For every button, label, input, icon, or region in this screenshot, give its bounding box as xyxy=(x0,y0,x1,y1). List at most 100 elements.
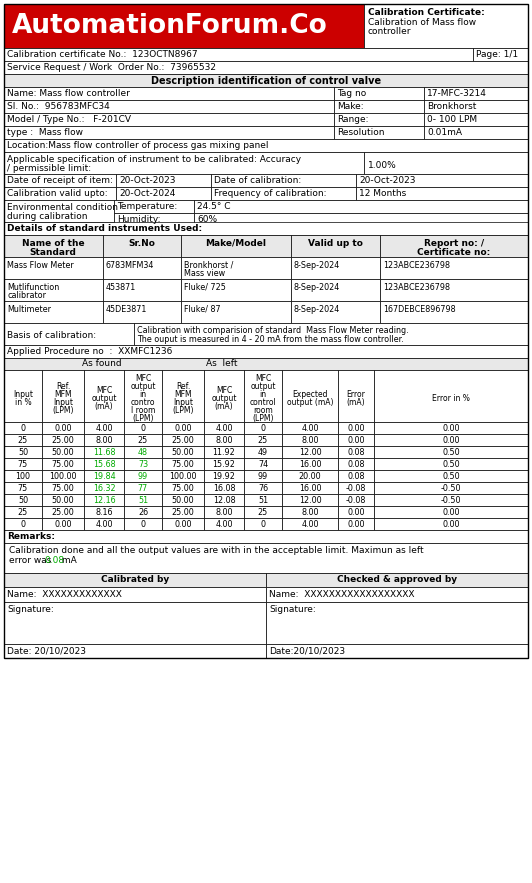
Bar xyxy=(374,370,528,422)
Text: 17-MFC-3214: 17-MFC-3214 xyxy=(427,89,487,98)
Text: 16.32: 16.32 xyxy=(93,484,115,493)
Bar xyxy=(181,257,291,279)
Text: 20-Oct-2023: 20-Oct-2023 xyxy=(119,176,176,185)
Text: 0.00: 0.00 xyxy=(174,520,192,529)
Bar xyxy=(4,187,116,200)
Bar xyxy=(124,422,162,434)
Text: Mass view: Mass view xyxy=(184,269,225,278)
Text: 75: 75 xyxy=(18,484,28,493)
Text: 25: 25 xyxy=(18,436,28,445)
Bar xyxy=(4,139,528,152)
Text: Applied Procedure no  :  XXMFC1236: Applied Procedure no : XXMFC1236 xyxy=(7,347,172,356)
Text: 75.00: 75.00 xyxy=(52,460,74,469)
Bar xyxy=(204,494,244,506)
Bar xyxy=(204,506,244,518)
Text: 0: 0 xyxy=(261,520,265,529)
Bar xyxy=(114,213,194,226)
Bar xyxy=(103,279,181,301)
Bar xyxy=(84,518,124,530)
Bar xyxy=(338,506,374,518)
Text: Fluke/ 87: Fluke/ 87 xyxy=(184,305,221,314)
Bar xyxy=(211,174,356,187)
Text: 12.00: 12.00 xyxy=(298,448,321,457)
Bar xyxy=(334,113,424,126)
Text: Signature:: Signature: xyxy=(269,605,316,614)
Text: 12.08: 12.08 xyxy=(213,496,235,505)
Bar xyxy=(338,422,374,434)
Bar xyxy=(338,494,374,506)
Text: Fluke/ 725: Fluke/ 725 xyxy=(184,283,226,292)
Text: 75.00: 75.00 xyxy=(172,484,194,493)
Text: 0.08: 0.08 xyxy=(347,448,365,457)
Text: 26: 26 xyxy=(138,508,148,517)
Text: Applicable specification of instrument to be calibrated: Accuracy: Applicable specification of instrument t… xyxy=(7,155,301,164)
Text: 48: 48 xyxy=(138,448,148,457)
Bar xyxy=(266,587,528,602)
Text: in: in xyxy=(260,390,267,399)
Text: 77: 77 xyxy=(138,484,148,493)
Bar xyxy=(356,174,528,187)
Text: 1.00%: 1.00% xyxy=(368,161,397,170)
Text: calibrator: calibrator xyxy=(7,291,46,300)
Bar xyxy=(103,257,181,279)
Text: Calibration Certificate:: Calibration Certificate: xyxy=(368,8,485,17)
Bar xyxy=(244,446,282,458)
Text: Name: Mass flow controller: Name: Mass flow controller xyxy=(7,89,130,98)
Text: 0.00: 0.00 xyxy=(442,520,460,529)
Bar xyxy=(334,100,424,113)
Text: 12.16: 12.16 xyxy=(93,496,115,505)
Text: 20-Oct-2023: 20-Oct-2023 xyxy=(359,176,415,185)
Bar xyxy=(282,458,338,470)
Text: 100.00: 100.00 xyxy=(169,472,197,481)
Bar xyxy=(84,434,124,446)
Bar xyxy=(424,100,528,113)
Bar xyxy=(204,434,244,446)
Bar xyxy=(42,494,84,506)
Bar xyxy=(42,370,84,422)
Text: 0.50: 0.50 xyxy=(442,448,460,457)
Text: -0.50: -0.50 xyxy=(440,484,461,493)
Text: 50.00: 50.00 xyxy=(172,496,194,505)
Bar xyxy=(338,434,374,446)
Bar xyxy=(4,602,266,644)
Bar xyxy=(84,506,124,518)
Text: mA: mA xyxy=(59,556,77,565)
Bar xyxy=(374,446,528,458)
Bar xyxy=(4,257,103,279)
Bar xyxy=(42,446,84,458)
Text: Input: Input xyxy=(13,390,33,399)
Bar xyxy=(116,187,211,200)
Bar xyxy=(338,446,374,458)
Text: 20.00: 20.00 xyxy=(298,472,321,481)
Bar xyxy=(124,446,162,458)
Text: 74: 74 xyxy=(258,460,268,469)
Text: 12 Months: 12 Months xyxy=(359,189,406,198)
Text: 50.00: 50.00 xyxy=(52,448,74,457)
Bar xyxy=(162,506,204,518)
Text: 25: 25 xyxy=(258,508,268,517)
Text: MFM: MFM xyxy=(174,390,192,399)
Bar xyxy=(282,494,338,506)
Bar xyxy=(4,482,42,494)
Bar xyxy=(4,470,42,482)
Text: 25.00: 25.00 xyxy=(172,508,194,517)
Text: 11.68: 11.68 xyxy=(93,448,115,457)
Text: 25: 25 xyxy=(138,436,148,445)
Text: l room: l room xyxy=(131,406,155,415)
Text: 4.00: 4.00 xyxy=(95,424,113,433)
Bar xyxy=(266,644,528,658)
Text: Basis of calibration:: Basis of calibration: xyxy=(7,331,96,340)
Text: Name of the: Name of the xyxy=(22,239,84,248)
Bar xyxy=(124,470,162,482)
Bar xyxy=(4,573,266,587)
Bar xyxy=(42,470,84,482)
Text: Bronkhorst: Bronkhorst xyxy=(427,102,476,111)
Bar xyxy=(282,482,338,494)
Text: Calibration with comparision of standard  Mass Flow Meter reading.: Calibration with comparision of standard… xyxy=(137,326,409,335)
Text: Date of calibration:: Date of calibration: xyxy=(214,176,301,185)
Text: 15.92: 15.92 xyxy=(213,460,236,469)
Text: -0.08: -0.08 xyxy=(346,484,366,493)
Text: MFM: MFM xyxy=(54,390,72,399)
Bar xyxy=(338,482,374,494)
Bar xyxy=(181,301,291,323)
